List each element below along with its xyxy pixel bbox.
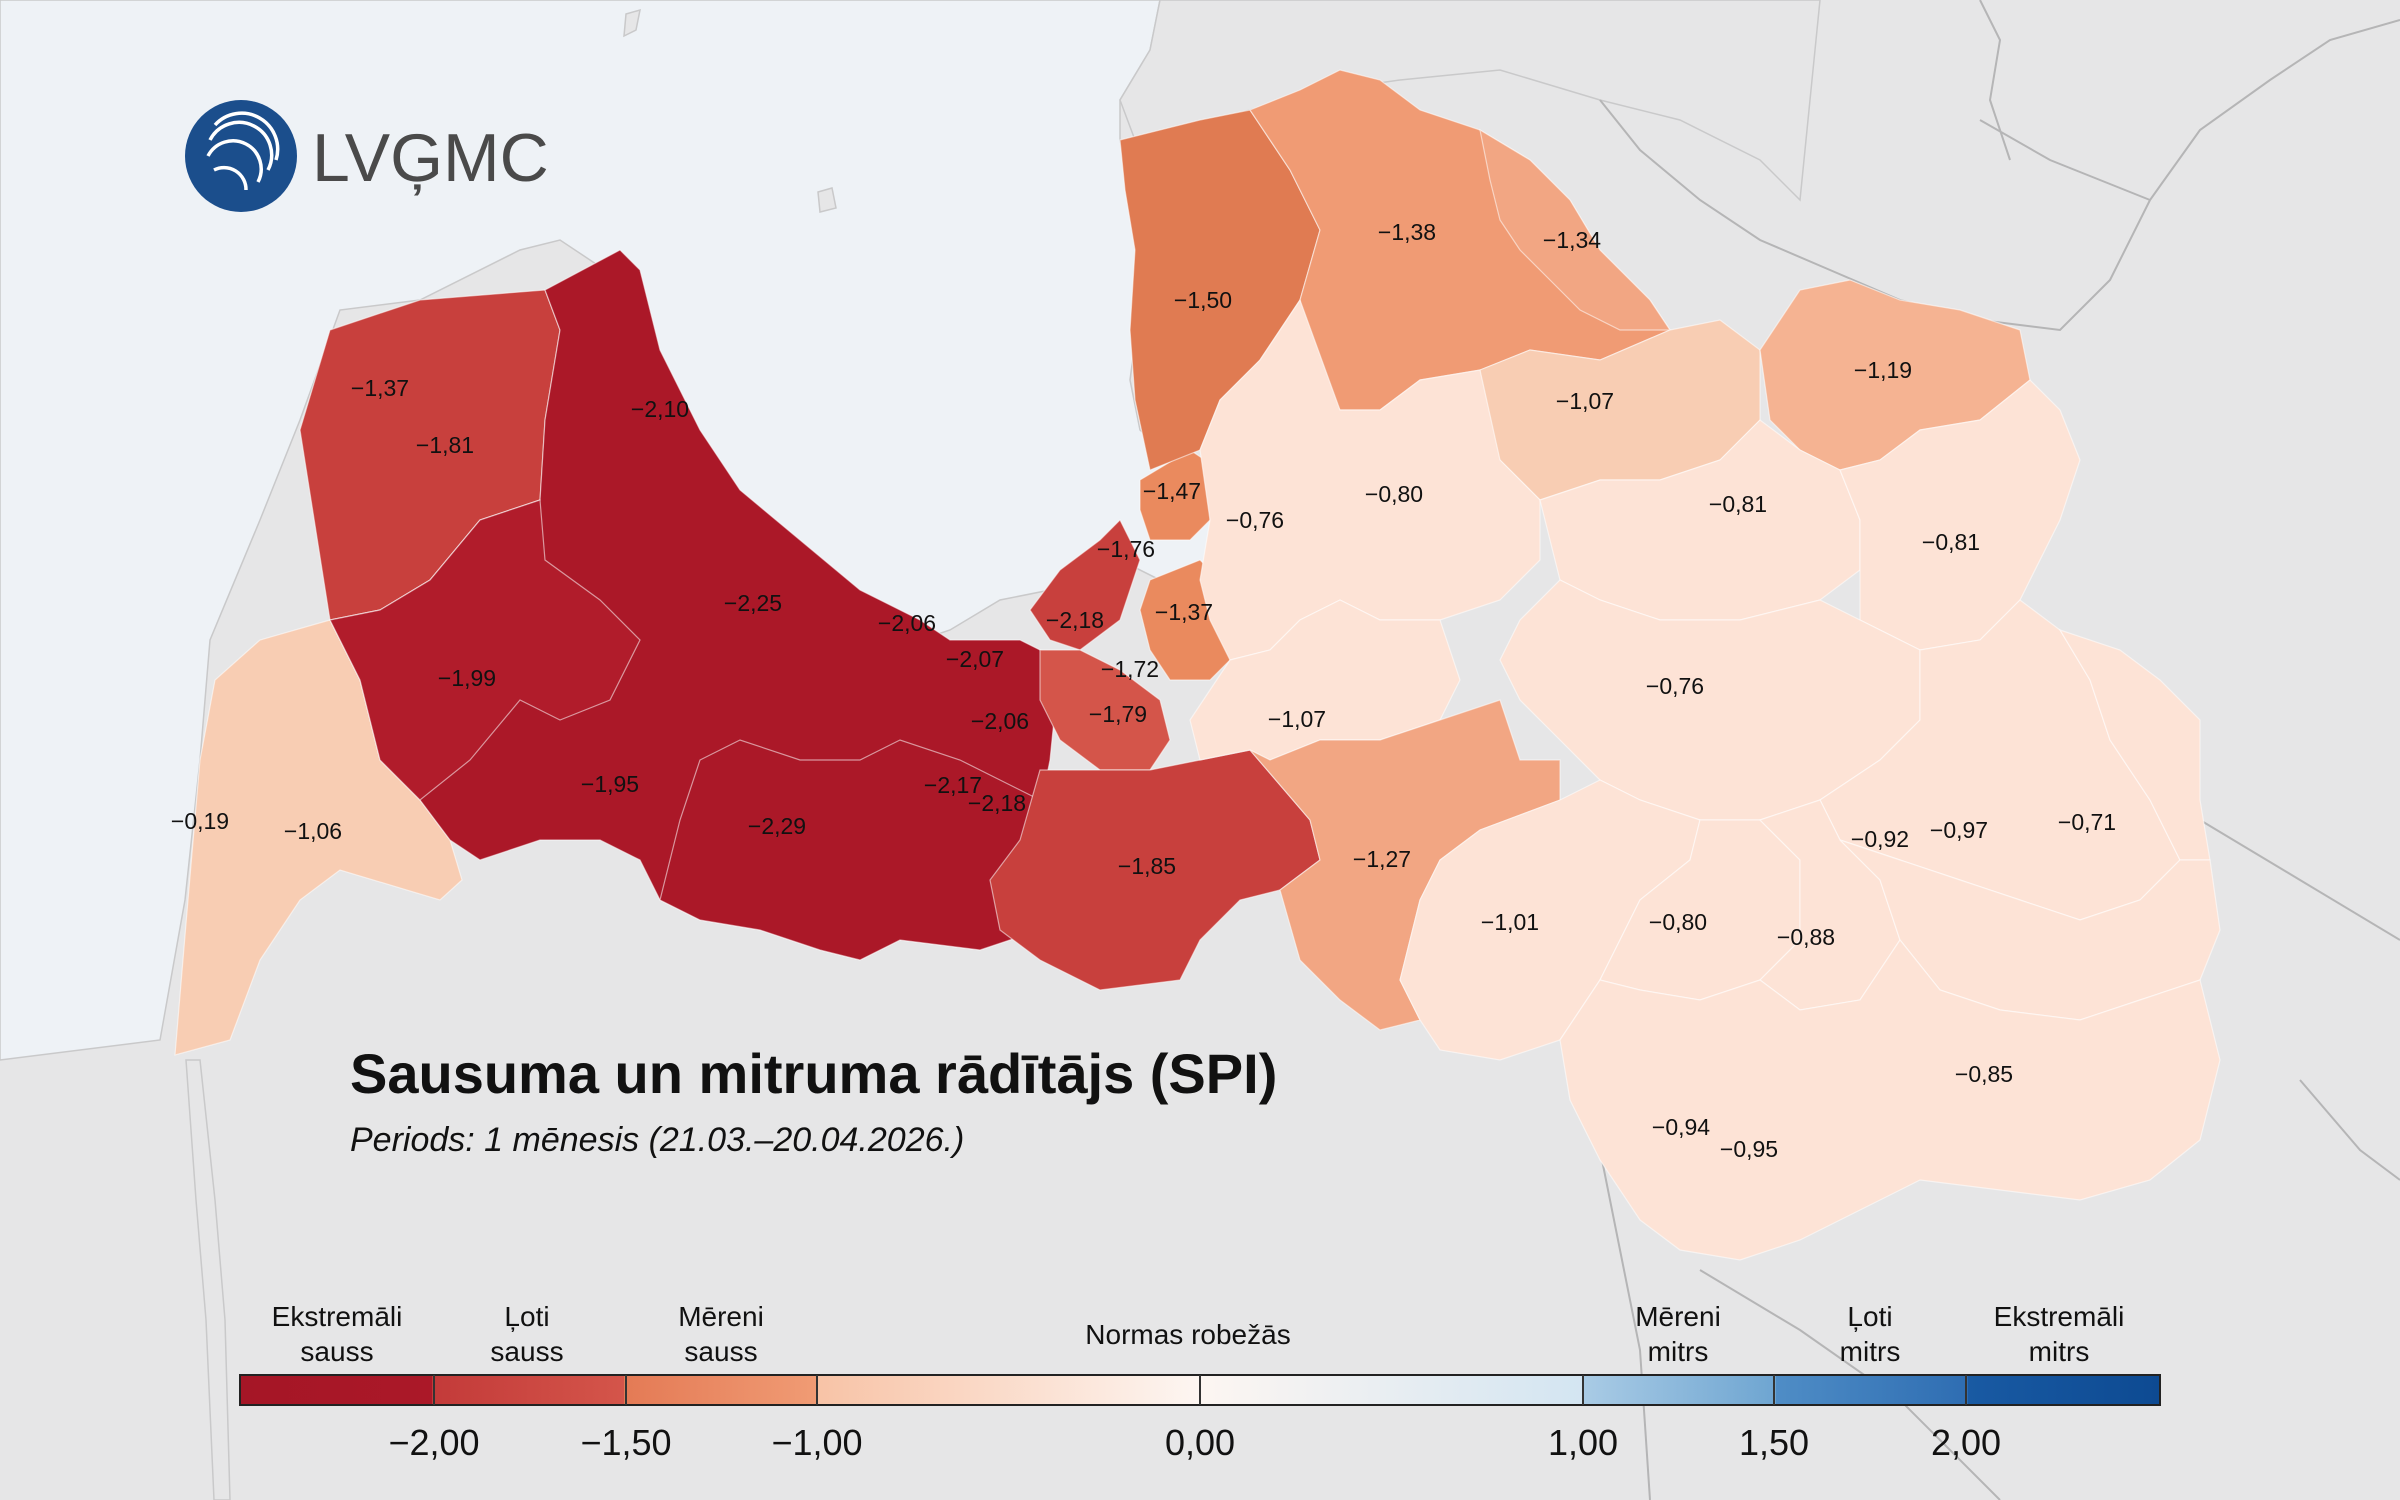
region-saldus — [329, 499, 641, 801]
value-label: −0,76 — [1646, 673, 1704, 699]
legend-category-extreme-wet: Ekstremāli mitrs — [1994, 1301, 2125, 1367]
legend-category-moderately-dry: Mēreni sauss — [678, 1301, 764, 1367]
island-2 — [817, 187, 837, 213]
map-subtitle: Periods: 1 mēnesis (21.03.–20.04.2026.) — [350, 1121, 964, 1159]
legend-category-moderately-wet: Mēreni mitrs — [1635, 1301, 1721, 1367]
value-label: −0,19 — [171, 808, 229, 834]
value-label: −1,50 — [1174, 287, 1232, 313]
value-label: −1,07 — [1556, 388, 1614, 414]
scale-dividers — [433, 1375, 1967, 1405]
value-label: −2,06 — [971, 708, 1029, 734]
logo-waves-icon — [206, 111, 280, 191]
value-label: −0,95 — [1720, 1136, 1778, 1162]
scale-tick: −1,00 — [771, 1422, 862, 1463]
value-label: −2,10 — [631, 396, 689, 422]
lvgmc-logo: LVĢMC — [185, 100, 549, 212]
curonian-spit — [185, 1059, 231, 1500]
value-label: −1,06 — [284, 818, 342, 844]
value-label: −2,18 — [968, 790, 1026, 816]
region-riga — [1029, 518, 1141, 651]
logo-circle-icon — [185, 100, 297, 212]
map-title: Sausuma un mitruma rādītājs (SPI) — [350, 1042, 1277, 1105]
value-label: −0,97 — [1930, 817, 1988, 843]
value-label: −1,72 — [1101, 656, 1159, 682]
scale-tick: 1,50 — [1739, 1422, 1809, 1463]
value-label: −1,37 — [351, 375, 409, 401]
value-label: −1,38 — [1378, 219, 1436, 245]
value-label: −0,71 — [2058, 809, 2116, 835]
value-label: −1,47 — [1143, 478, 1201, 504]
value-label: −0,92 — [1851, 826, 1909, 852]
value-label: −2,17 — [924, 772, 982, 798]
value-label: −1,34 — [1543, 227, 1601, 253]
legend-category-very-wet: Ļoti mitrs — [1840, 1301, 1901, 1367]
region-cesis — [1199, 298, 1541, 661]
value-label: −0,80 — [1649, 909, 1707, 935]
value-label: −1,99 — [438, 665, 496, 691]
logo-text: LVĢMC — [312, 120, 549, 196]
value-label: −1,01 — [1481, 909, 1539, 935]
value-label: −1,07 — [1268, 706, 1326, 732]
value-label: −2,07 — [946, 646, 1004, 672]
estonia-coast — [1119, 0, 1821, 202]
legend-category-normal: Normas robežās — [1085, 1319, 1290, 1350]
region-adazi — [1139, 449, 1221, 541]
value-label: −1,81 — [416, 432, 474, 458]
scale-tick: 1,00 — [1548, 1422, 1618, 1463]
value-label: −2,06 — [878, 610, 936, 636]
latvia — [174, 69, 2221, 1261]
scale-tick: 0,00 — [1165, 1422, 1235, 1463]
value-label: −0,81 — [1709, 491, 1767, 517]
country-borders — [1599, 0, 2400, 1500]
value-label: −0,88 — [1777, 924, 1835, 950]
value-label: −2,25 — [724, 590, 782, 616]
value-label: −0,94 — [1652, 1114, 1710, 1140]
value-label: −2,29 — [748, 813, 806, 839]
scale-tick: 2,00 — [1931, 1422, 2001, 1463]
value-label: −1,37 — [1155, 599, 1213, 625]
region-ogre — [989, 749, 1321, 991]
value-labels: −0,19 −1,06 −1,37 −1,81 −2,10 −1,99 −2,2… — [171, 219, 2116, 1162]
value-label: −1,27 — [1353, 846, 1411, 872]
value-label: −1,95 — [581, 771, 639, 797]
scale-tick: −1,50 — [580, 1422, 671, 1463]
region-valka — [1479, 128, 1672, 331]
value-label: −1,76 — [1097, 536, 1155, 562]
value-label: −1,85 — [1118, 853, 1176, 879]
scale-tick: −2,00 — [388, 1422, 479, 1463]
island-1 — [623, 8, 641, 38]
legend-category-extreme-dry: Ekstremāli sauss — [272, 1301, 403, 1367]
value-label: −2,18 — [1046, 607, 1104, 633]
value-label: −0,81 — [1922, 529, 1980, 555]
legend: Ekstremāli sauss Ļoti sauss Mēreni sauss No… — [239, 1301, 2161, 1463]
region-daugavpils — [1559, 938, 2221, 1261]
value-label: −0,80 — [1365, 481, 1423, 507]
value-label: −0,76 — [1226, 507, 1284, 533]
legend-category-very-dry: Ļoti sauss — [490, 1301, 563, 1367]
region-gulbene — [1839, 379, 2081, 651]
value-label: −1,79 — [1089, 701, 1147, 727]
value-label: −1,19 — [1854, 357, 1912, 383]
region-marupe — [1039, 649, 1171, 771]
value-label: −0,85 — [1955, 1061, 2013, 1087]
